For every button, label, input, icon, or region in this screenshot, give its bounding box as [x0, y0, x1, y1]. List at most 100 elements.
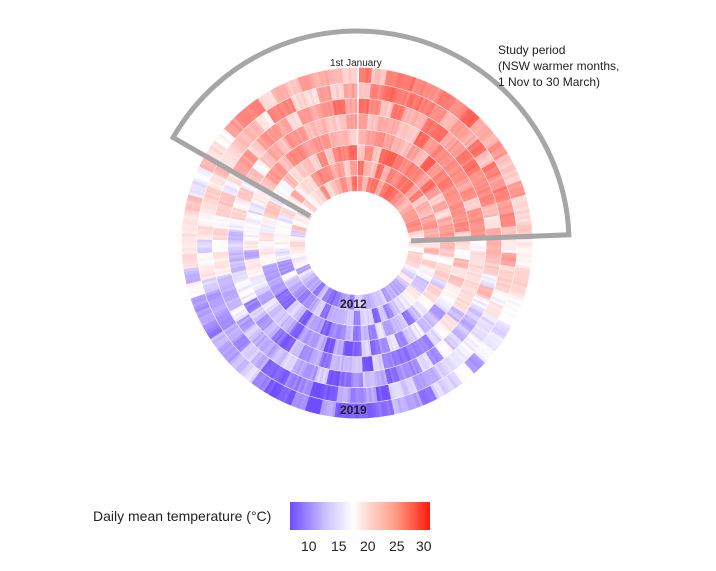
heat-cell	[383, 150, 391, 165]
heat-cell	[398, 314, 408, 328]
heat-cell	[400, 107, 409, 122]
heat-cell	[249, 169, 264, 180]
heat-cell	[322, 384, 329, 400]
heat-cell	[433, 172, 447, 183]
heat-cell	[240, 109, 254, 123]
heat-cell	[423, 225, 438, 231]
heat-cell	[473, 350, 488, 364]
heat-cell	[401, 396, 410, 412]
heat-cell	[326, 165, 334, 181]
heat-cell	[249, 122, 262, 136]
heat-cell	[246, 217, 262, 223]
heat-cell	[413, 322, 424, 337]
heat-cell	[371, 324, 377, 340]
heat-cell	[228, 242, 244, 245]
heat-cell	[277, 259, 292, 266]
heat-cell	[392, 172, 402, 187]
heat-cell	[384, 185, 394, 200]
heat-cell	[198, 220, 214, 225]
heat-cell	[382, 400, 389, 417]
heat-cell	[261, 262, 277, 268]
heat-cell	[292, 284, 305, 296]
heat-cell	[384, 337, 391, 352]
heat-cell	[243, 107, 256, 121]
heat-cell	[514, 272, 530, 279]
heat-cell	[432, 146, 445, 159]
heat-cell	[270, 88, 281, 104]
heat-cell	[451, 269, 467, 276]
heat-cell	[426, 311, 439, 324]
heat-cell	[196, 168, 212, 178]
heat-cell	[283, 135, 295, 150]
heat-cell	[313, 120, 321, 136]
heat-cell	[325, 400, 331, 417]
heat-cell	[514, 209, 530, 216]
heat-cell	[273, 164, 286, 177]
heat-cell	[244, 224, 260, 230]
heat-cell	[413, 130, 423, 145]
heat-cell	[350, 176, 353, 192]
heat-cell	[276, 140, 288, 154]
heat-cell	[328, 148, 335, 164]
heat-cell	[469, 171, 484, 181]
heat-cell	[406, 223, 422, 229]
heat-cell	[478, 128, 493, 141]
heat-cell	[229, 257, 245, 263]
heat-cell	[294, 342, 304, 357]
heat-cell	[326, 289, 335, 304]
heat-cell	[236, 313, 250, 325]
heat-cell	[277, 220, 293, 226]
heat-cell	[362, 387, 367, 403]
heat-cell	[297, 184, 310, 197]
heat-cell	[407, 252, 423, 257]
heat-cell	[454, 326, 468, 339]
heat-cell	[275, 289, 290, 300]
heat-cell	[262, 263, 278, 270]
heat-cell	[438, 297, 452, 308]
heat-cell	[344, 309, 349, 325]
heat-cell	[223, 126, 238, 139]
heat-cell	[260, 258, 276, 263]
heat-cell	[412, 170, 425, 183]
heat-cell	[270, 327, 283, 341]
heat-cell	[274, 163, 288, 176]
heat-cell	[201, 276, 217, 284]
heat-cell	[351, 176, 354, 192]
heat-cell	[209, 298, 224, 307]
heat-cell	[346, 341, 350, 357]
heat-cell	[251, 308, 266, 320]
heat-cell	[399, 158, 409, 173]
heat-cell	[243, 245, 259, 249]
heat-cell	[373, 131, 379, 147]
heat-cell	[295, 307, 306, 321]
heat-cell	[290, 236, 306, 240]
heat-cell	[359, 67, 364, 83]
heat-cell	[422, 222, 438, 228]
heat-cell	[406, 164, 417, 178]
heat-cell	[223, 186, 238, 195]
heat-cell	[243, 242, 259, 245]
heat-cell	[432, 201, 447, 210]
heat-cell	[407, 225, 422, 231]
heat-cell	[418, 297, 431, 309]
heat-cell	[278, 216, 294, 223]
heat-cell	[316, 351, 324, 367]
heat-cell	[381, 85, 388, 101]
heat-cell	[421, 220, 437, 226]
heat-cell	[513, 206, 530, 213]
heat-cell	[372, 386, 378, 402]
heat-cell	[368, 293, 374, 309]
heat-cell	[354, 114, 358, 130]
heat-cell	[380, 149, 388, 165]
heat-cell	[297, 266, 312, 275]
heat-cell	[274, 238, 290, 241]
heat-cell	[340, 356, 345, 372]
heat-cell	[260, 155, 274, 168]
heat-cell	[274, 241, 290, 243]
heat-cell	[285, 276, 300, 286]
heat-cell	[366, 177, 371, 193]
heat-cell	[283, 176, 297, 188]
heat-cell	[215, 165, 231, 176]
heat-cell	[265, 323, 278, 336]
heat-cell	[477, 154, 492, 165]
